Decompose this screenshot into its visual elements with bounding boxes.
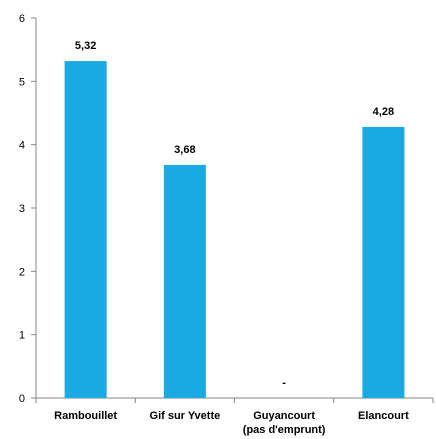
data-label: 4,28 (373, 106, 394, 118)
category-label: Gif sur Yvette (150, 410, 221, 422)
data-label: - (282, 377, 286, 389)
y-tick-label: 5 (19, 76, 25, 88)
bars (64, 61, 405, 399)
category-label: Rambouillet (54, 410, 117, 422)
category-label: Guyancourt (253, 410, 315, 422)
y-tick-label: 3 (19, 203, 25, 215)
data-label: 3,68 (174, 144, 195, 156)
y-tick-label: 0 (19, 393, 25, 405)
bar (64, 61, 107, 399)
data-label: 5,32 (75, 40, 96, 52)
bar (163, 164, 206, 398)
labels: 5,32 Rambouillet 3,68 Gif sur Yvette - Guyanc… (54, 40, 409, 436)
y-tick-label: 6 (19, 13, 25, 25)
category-label: Elancourt (358, 410, 409, 422)
bar (362, 126, 405, 398)
y-tick-label: 1 (19, 330, 25, 342)
category-label: (pas d'emprunt) (243, 424, 326, 436)
y-tick-label: 4 (19, 140, 25, 152)
y-tick-label: 2 (19, 266, 25, 278)
